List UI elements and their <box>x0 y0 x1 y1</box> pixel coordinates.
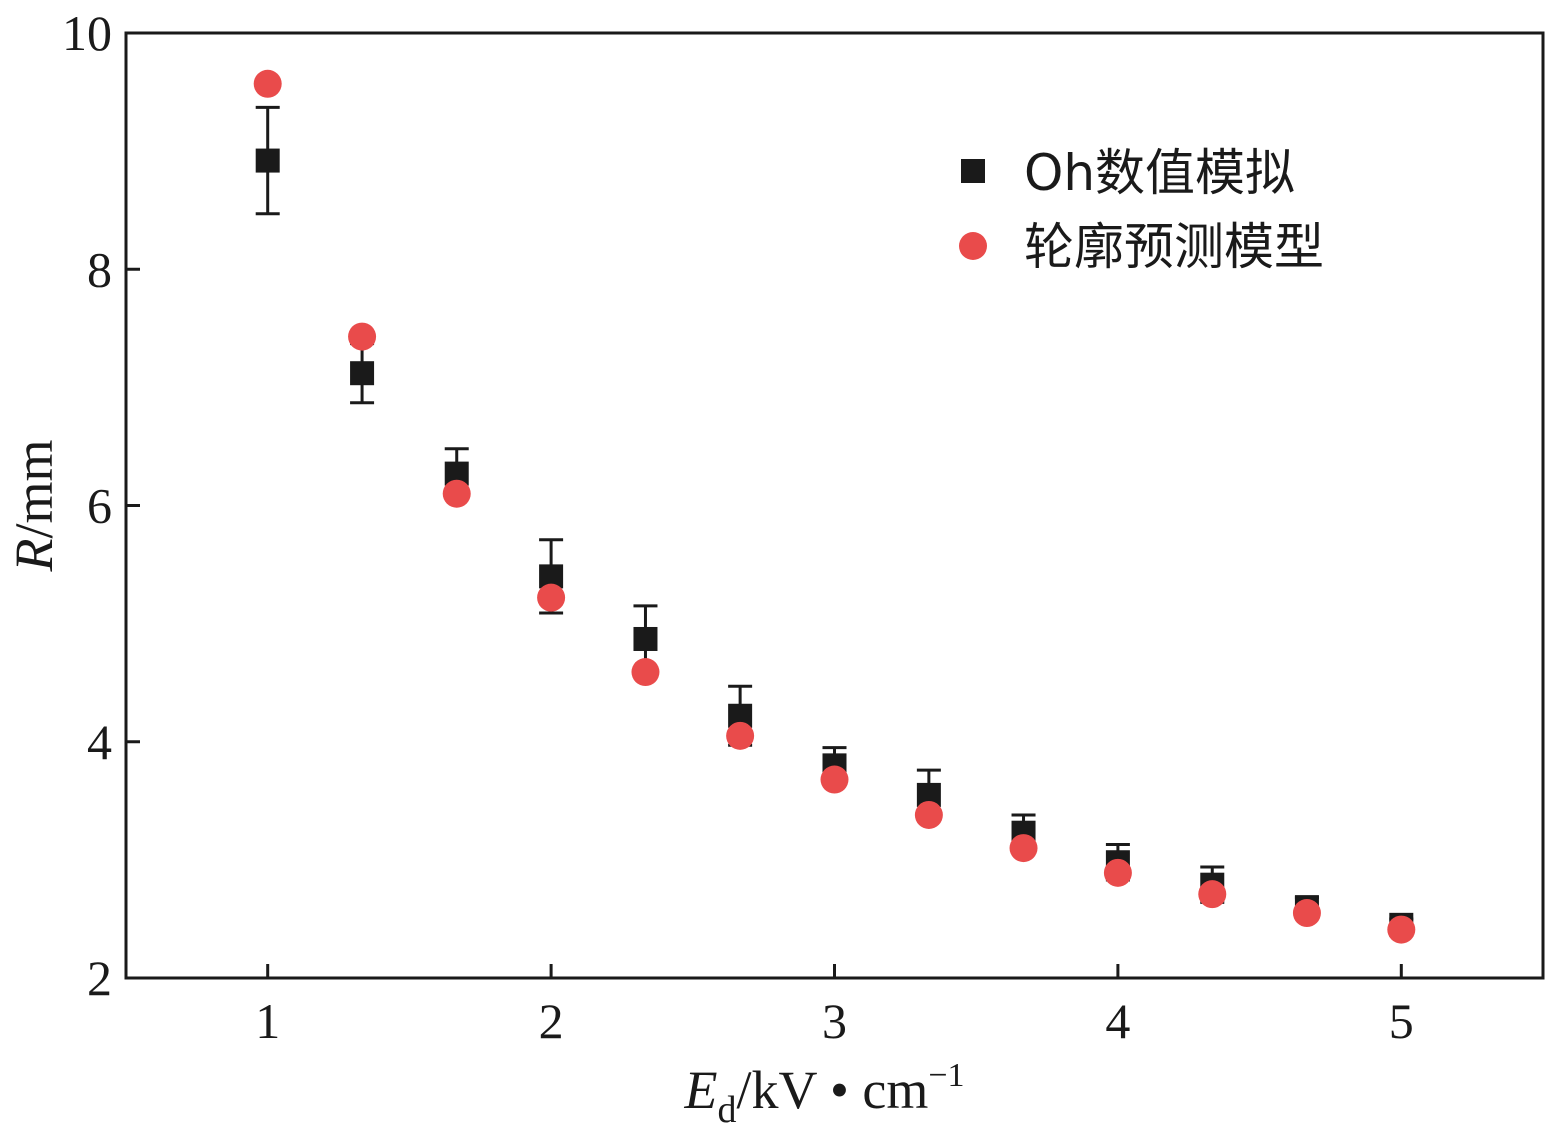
legend-marker-circle <box>959 232 987 260</box>
data-point-circle <box>914 800 943 829</box>
data-point-square <box>633 626 658 651</box>
data-point-circle <box>1009 834 1038 863</box>
y-tick-label: 8 <box>87 241 112 297</box>
x-tick-label: 5 <box>1389 993 1414 1049</box>
data-point-circle <box>1103 858 1132 887</box>
legend-label-oh: Oh数值模拟 <box>1024 144 1295 202</box>
data-point-circle <box>820 765 849 794</box>
data-point-circle <box>253 69 282 98</box>
data-markers <box>253 69 1416 944</box>
data-point-circle <box>726 721 755 750</box>
y-tick-label: 4 <box>87 714 112 770</box>
x-tick-label: 2 <box>539 993 564 1049</box>
data-point-circle <box>1292 899 1321 928</box>
y-tick-label: 2 <box>87 950 112 1006</box>
data-point-circle <box>1198 880 1227 909</box>
data-point-circle <box>631 658 660 687</box>
legend-marker-square <box>961 159 985 183</box>
y-tick-label: 6 <box>87 478 112 534</box>
x-tick-label: 1 <box>255 993 280 1049</box>
data-point-circle <box>348 322 377 351</box>
data-point-circle <box>442 479 471 508</box>
x-tick-label: 4 <box>1105 993 1130 1049</box>
plot-frame <box>124 31 1545 980</box>
legend-label-contour: 轮廓预测模型 <box>1024 218 1324 276</box>
data-point-square <box>350 361 375 386</box>
axes: 1 2 3 4 5 2 4 6 8 10 Ed/kV • cm−1 R/mm <box>4 5 1545 1131</box>
x-tick-label: 3 <box>822 993 847 1049</box>
y-tick-label: 10 <box>62 5 112 61</box>
data-point-circle <box>1387 915 1416 944</box>
data-point-square <box>255 148 280 173</box>
y-axis-title: R/mm <box>4 439 64 572</box>
x-axis-title: Ed/kV • cm−1 <box>683 1057 964 1131</box>
data-point-circle <box>537 583 566 612</box>
